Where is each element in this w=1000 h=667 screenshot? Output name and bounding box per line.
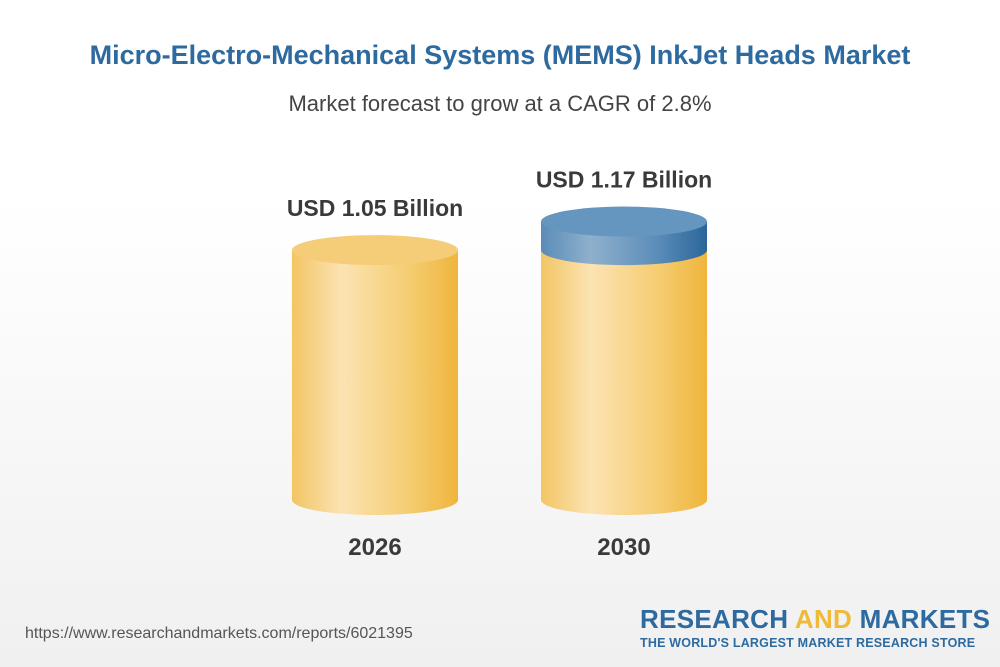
category-label: 2030: [597, 534, 650, 561]
logo-text-and: AND: [794, 604, 853, 634]
cylinder-top: [541, 206, 707, 237]
data-label: USD 1.05 Billion: [287, 195, 463, 221]
cylinder-top: [292, 235, 458, 266]
research-and-markets-logo: RESEARCH AND MARKETS THE WORLD'S LARGEST…: [640, 604, 990, 650]
chart-subtitle: Market forecast to grow at a CAGR of 2.8…: [288, 91, 712, 116]
chart-title: Micro-Electro-Mechanical Systems (MEMS) …: [89, 40, 911, 70]
category-label: 2026: [348, 534, 401, 561]
logo-text: MARKETS: [852, 604, 991, 634]
logo-tagline: THE WORLD'S LARGEST MARKET RESEARCH STOR…: [640, 636, 976, 650]
cylinder-body: [541, 221, 707, 516]
data-label: USD 1.17 Billion: [536, 167, 712, 193]
logo-text: RESEARCH: [640, 604, 795, 634]
source-url[interactable]: https://www.researchandmarkets.com/repor…: [25, 625, 413, 642]
cylinder-body: [292, 250, 458, 515]
